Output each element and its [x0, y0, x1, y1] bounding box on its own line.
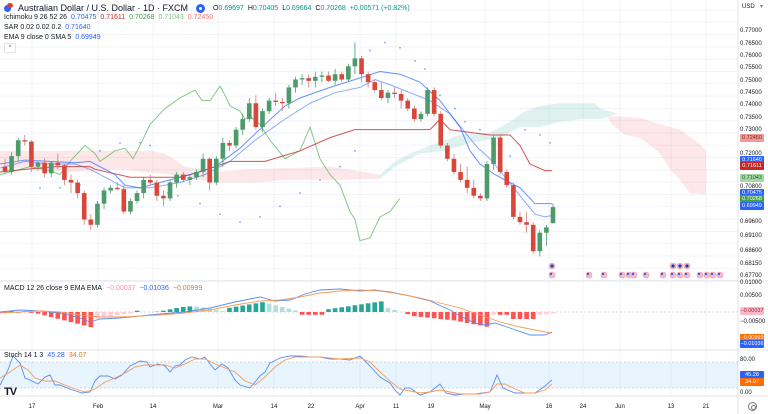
ohlc-close: C0.70268 — [315, 4, 346, 12]
price-tick: 0.75500 — [740, 65, 762, 71]
price-tick: 0.76500 — [740, 41, 762, 47]
price-tag: 0.70475 — [740, 189, 764, 197]
price-tick: 0.75000 — [740, 78, 762, 84]
stoch-tick: 0.00 — [740, 390, 752, 396]
time-tick: 17 — [28, 404, 36, 410]
price-tick: 0.76000 — [740, 53, 762, 59]
stoch-tag: 45.28 — [740, 371, 764, 379]
chevron-down-icon[interactable]: ▾ — [760, 4, 764, 10]
time-tick: 21 — [702, 404, 710, 410]
ohlc-high: H0.70405 — [247, 4, 279, 12]
macd-tick: 0.01000 — [740, 280, 762, 286]
price-tick: 0.69100 — [740, 233, 762, 239]
ema-legend[interactable]: EMA 9 close 0 SMA 5 0.69949 — [4, 34, 101, 41]
price-tick: 0.69600 — [740, 219, 762, 225]
price-tag: 0.71611 — [740, 162, 764, 170]
price-tick: 0.68150 — [740, 261, 762, 267]
flag-icon — [4, 3, 14, 13]
price-tag: 0.69949 — [740, 202, 764, 210]
time-tick: 16 — [545, 404, 553, 410]
price-tick: 0.70800 — [740, 184, 762, 190]
collapse-legend-button[interactable]: ^ — [4, 43, 16, 53]
price-tag: 0.72450 — [740, 134, 764, 142]
sar-legend[interactable]: SAR 0.02 0.02 0.2 0.71640 — [4, 24, 91, 31]
price-tick: 0.73000 — [740, 127, 762, 133]
time-tick: Feb — [92, 404, 104, 410]
symbol-legend: Australian Dollar / U.S. Dollar · 1D · F… — [4, 3, 410, 13]
time-tick: 14 — [270, 404, 278, 410]
price-tick: 0.74000 — [740, 102, 762, 108]
market-status-icon[interactable] — [196, 3, 206, 13]
macd-tick: 0.00500 — [740, 293, 762, 299]
stoch-legend[interactable]: Stoch 14 1 3 45.28 34.07 — [4, 352, 87, 359]
time-tick: 11 — [392, 404, 400, 410]
price-tag: 0.71043 — [740, 174, 764, 182]
time-tick: 13 — [667, 404, 675, 410]
macd-tick: −0.00500 — [740, 319, 766, 325]
ohlc-low: L0.69664 — [282, 4, 312, 12]
price-tick: 0.77000 — [740, 28, 762, 34]
time-tick: 24 — [579, 404, 587, 410]
price-tick: 0.72000 — [740, 151, 762, 157]
time-tick: 22 — [307, 404, 315, 410]
time-tick: Apr — [355, 404, 365, 410]
time-tick: 14 — [149, 404, 157, 410]
symbol-title[interactable]: Australian Dollar / U.S. Dollar · 1D · F… — [18, 3, 189, 13]
macd-legend[interactable]: MACD 12 26 close 9 EMA EMA −0.00037 −0.0… — [4, 285, 203, 292]
macd-tag: −0.01036 — [740, 340, 764, 348]
ohlc-change: +0.00571 (+0.82%) — [349, 4, 410, 12]
price-tag: 0.70268 — [740, 195, 764, 203]
price-tag: 0.71640 — [740, 156, 764, 164]
stoch-tag: 34.07 — [740, 378, 764, 386]
time-tick: 19 — [427, 404, 435, 410]
ichimoku-legend[interactable]: Ichimoku 9 26 52 26 0.70475 0.71611 0.70… — [4, 14, 214, 21]
price-tick: 0.74500 — [740, 90, 762, 96]
price-tick: 0.67700 — [740, 273, 762, 279]
settings-gear-icon[interactable] — [748, 402, 757, 411]
macd-tag: −0.00037 — [740, 307, 764, 315]
time-tick: Mar — [212, 404, 224, 410]
price-tick: 0.73500 — [740, 115, 762, 121]
price-tick: 0.68600 — [740, 248, 762, 254]
time-tick: May — [479, 404, 491, 410]
stoch-tick: 80.00 — [740, 357, 756, 363]
macd-tag: −0.00999 — [740, 334, 764, 342]
ohlc-open: O0.69697 — [213, 4, 244, 12]
time-tick: Jun — [615, 404, 625, 410]
currency-selector[interactable]: USD — [742, 4, 755, 10]
tradingview-logo[interactable]: TV — [4, 386, 17, 398]
